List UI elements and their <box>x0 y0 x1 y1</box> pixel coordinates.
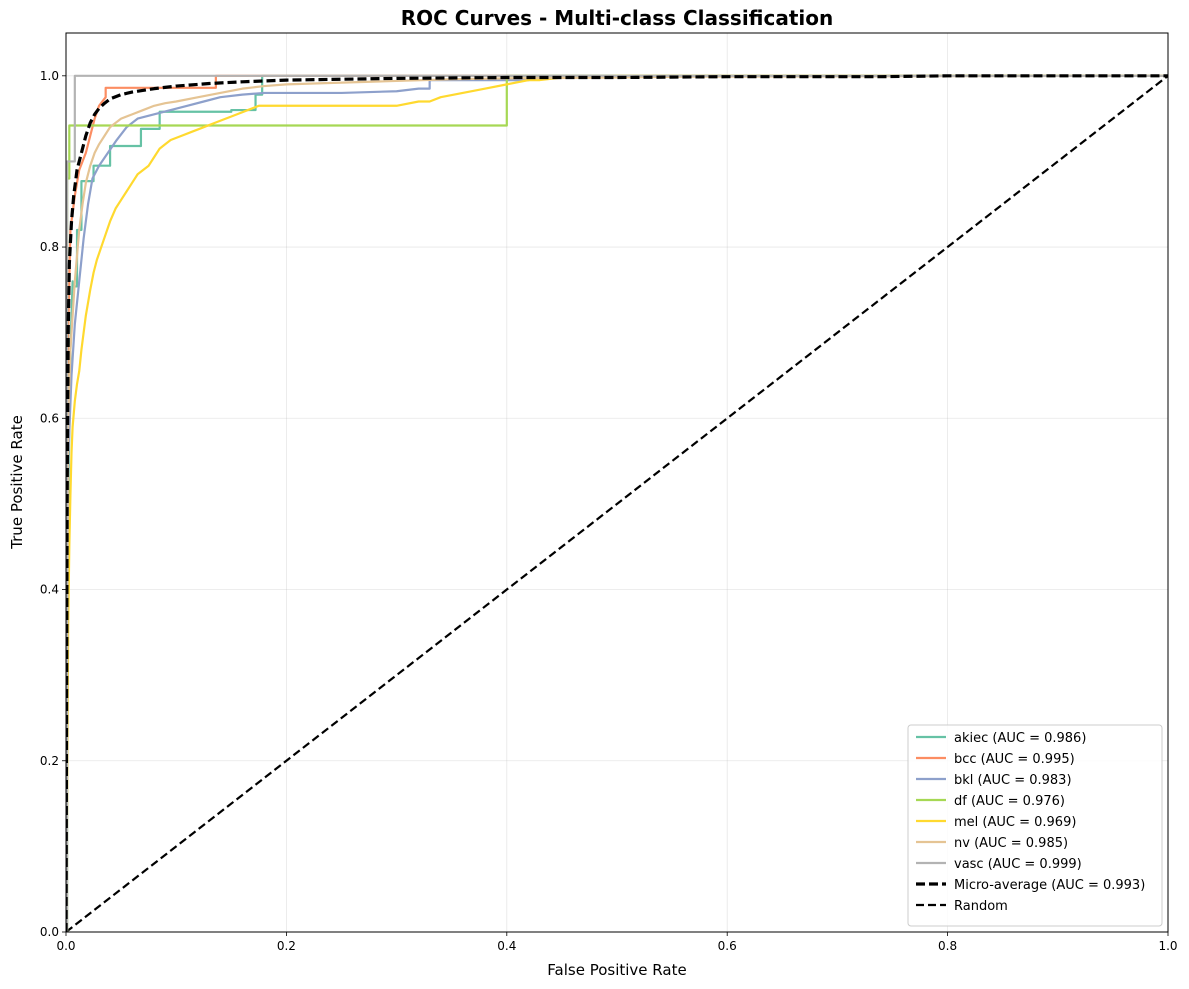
legend-label-1: bcc (AUC = 0.995) <box>954 752 1075 767</box>
series-line-2 <box>66 74 1168 932</box>
x-tick-label: 0.8 <box>938 939 957 953</box>
legend-label-5: nv (AUC = 0.985) <box>954 836 1068 851</box>
x-tick-label: 0.6 <box>718 939 737 953</box>
chart-title: ROC Curves - Multi-class Classification <box>401 6 834 30</box>
series-line-8 <box>66 74 1168 932</box>
y-tick-label: 0.8 <box>40 240 59 254</box>
x-axis-label: False Positive Rate <box>547 961 686 979</box>
legend-label-7: Micro-average (AUC = 0.993) <box>954 878 1145 893</box>
axis-ticks: 0.0 0.2 0.4 0.6 0.8 1.0 0.0 0.2 0.4 0.6 0.8 1.0 <box>40 69 1178 953</box>
y-tick-label: 0.0 <box>40 925 59 939</box>
y-tick-label: 0.4 <box>40 583 59 597</box>
y-axis-label: True Positive Rate <box>8 415 26 550</box>
series-line-1 <box>66 74 1168 932</box>
y-tick-label: 0.6 <box>40 411 59 425</box>
legend-label-4: mel (AUC = 0.969) <box>954 815 1076 830</box>
series-line-5 <box>66 74 1168 932</box>
legend: akiec (AUC = 0.986) bcc (AUC = 0.995) bkl … <box>907 724 1163 927</box>
x-tick-label: 0.2 <box>277 939 296 953</box>
legend-label-6: vasc (AUC = 0.999) <box>954 857 1082 872</box>
series-line-7 <box>66 74 1168 932</box>
series-line-6 <box>66 74 1168 932</box>
legend-label-0: akiec (AUC = 0.986) <box>954 731 1086 746</box>
plot-frame <box>65 32 1169 933</box>
legend-box <box>907 724 1163 927</box>
y-tick-label: 1.0 <box>40 69 59 83</box>
series-lines <box>66 74 1168 932</box>
x-tick-label: 0.0 <box>56 939 75 953</box>
grid <box>65 33 1169 933</box>
legend-label-3: df (AUC = 0.976) <box>954 794 1065 809</box>
x-tick-label: 0.4 <box>497 939 516 953</box>
series-line-4 <box>66 74 1168 932</box>
x-tick-label: 1.0 <box>1158 939 1177 953</box>
y-tick-label: 0.2 <box>40 754 59 768</box>
legend-label-8: Random <box>954 899 1008 914</box>
legend-label-2: bkl (AUC = 0.983) <box>954 773 1072 788</box>
